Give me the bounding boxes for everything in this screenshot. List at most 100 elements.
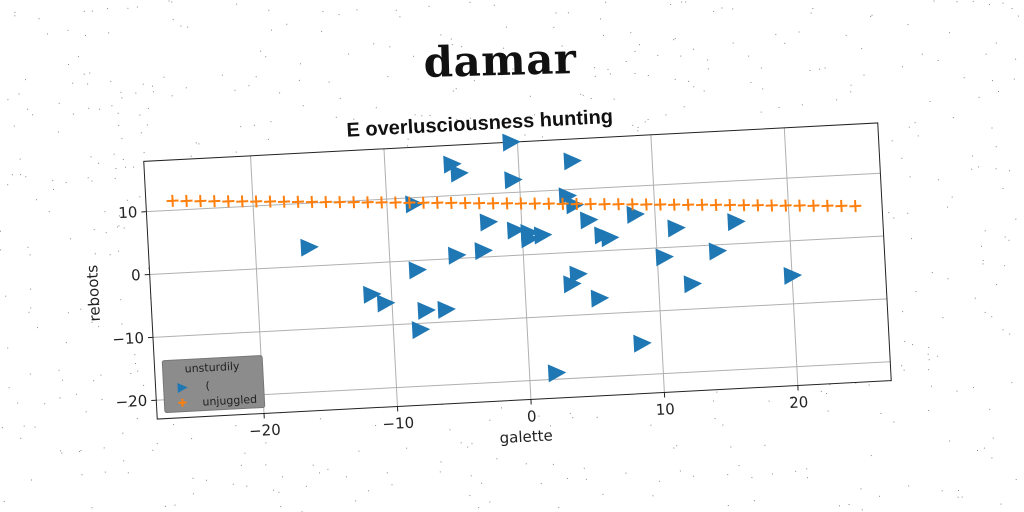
data-point-plus — [347, 196, 360, 209]
noise-dot — [582, 94, 584, 96]
noise-dot — [449, 429, 451, 431]
noise-dot — [335, 116, 337, 118]
noise-dot — [235, 425, 237, 427]
noise-dot — [917, 135, 919, 137]
data-point-plus — [180, 194, 193, 208]
noise-dot — [135, 92, 137, 94]
noise-dot — [693, 86, 695, 88]
noise-dot — [147, 107, 149, 109]
noise-dot — [137, 370, 139, 372]
noise-dot — [937, 355, 939, 357]
plus-v — [770, 199, 774, 212]
noise-dot — [88, 107, 90, 109]
data-point-plus — [222, 195, 235, 208]
noise-dot — [98, 326, 100, 328]
data-point-triangle — [547, 364, 567, 383]
plus-v — [784, 199, 787, 212]
data-point-plus — [612, 198, 625, 211]
noise-dot — [1008, 239, 1010, 241]
y-tick-label: 0 — [131, 266, 141, 284]
noise-dot — [949, 32, 950, 34]
noise-dot — [128, 406, 130, 408]
noise-dot — [681, 1, 683, 3]
data-point-plus — [556, 197, 569, 210]
noise-dot — [891, 140, 893, 142]
noise-dot — [62, 379, 63, 381]
noise-dot — [469, 495, 471, 497]
noise-dot — [855, 382, 857, 384]
noise-dot — [121, 323, 123, 325]
noise-dot — [510, 120, 512, 122]
plus-v — [227, 195, 230, 208]
data-point-plus — [807, 199, 820, 212]
noise-dot — [791, 398, 793, 399]
noise-dot — [31, 479, 32, 481]
noise-dot — [984, 311, 986, 313]
noise-dot — [104, 471, 106, 473]
noise-dot — [265, 464, 267, 466]
noise-dot — [820, 390, 822, 392]
noise-dot — [978, 166, 980, 168]
noise-dot — [929, 101, 931, 102]
data-point-plus — [640, 198, 653, 211]
noise-dot — [493, 4, 495, 6]
data-point-triangle — [376, 294, 396, 313]
noise-dot — [982, 263, 984, 265]
noise-dot — [991, 457, 993, 459]
noise-dot — [386, 472, 388, 474]
data-point-triangle — [443, 155, 462, 174]
noise-dot — [505, 26, 507, 28]
noise-dot — [355, 500, 357, 502]
noise-dot — [126, 199, 128, 201]
data-point-plus — [584, 197, 597, 211]
noise-dot — [34, 426, 36, 428]
noise-dot — [104, 211, 106, 213]
noise-dot — [1015, 58, 1017, 60]
noise-dot — [133, 166, 135, 168]
plus-v — [366, 196, 369, 209]
plus-v — [268, 195, 272, 208]
data-point-plus — [737, 199, 750, 212]
noise-dot — [368, 490, 369, 492]
noise-dot — [358, 450, 360, 452]
noise-dot — [30, 288, 32, 290]
noise-dot — [722, 424, 724, 426]
noise-dot — [977, 450, 978, 451]
plus-v — [672, 198, 676, 211]
data-point-plus — [333, 196, 346, 209]
noise-dot — [265, 442, 267, 444]
noise-dot — [707, 59, 709, 61]
noise-dot — [772, 473, 773, 475]
noise-dot — [730, 446, 732, 448]
data-point-plus — [305, 195, 318, 208]
noise-dot — [1015, 479, 1017, 481]
plus-v — [380, 196, 383, 209]
noise-dot — [140, 132, 142, 134]
noise-dot — [114, 177, 116, 179]
plus-v — [171, 194, 174, 207]
noise-dot — [956, 390, 958, 392]
noise-dot — [107, 8, 108, 10]
y-tick-label: −20 — [115, 392, 148, 412]
noise-dot — [72, 82, 74, 84]
noise-dot — [125, 166, 126, 168]
noise-dot — [927, 353, 929, 355]
data-point-triangle — [502, 133, 521, 152]
data-point-plus — [431, 196, 444, 209]
noise-dot — [580, 93, 582, 95]
plus-v — [408, 196, 411, 209]
noise-dot — [630, 32, 632, 34]
noise-dot — [995, 42, 997, 44]
noise-dot — [25, 79, 26, 81]
data-point-plus — [389, 196, 402, 209]
noise-dot — [391, 484, 393, 486]
noise-dot — [286, 23, 288, 25]
noise-dot — [716, 391, 718, 393]
noise-dot — [139, 196, 141, 198]
noise-dot — [234, 89, 236, 91]
noise-dot — [327, 468, 329, 470]
noise-dot — [19, 158, 21, 160]
noise-dot — [893, 421, 895, 423]
noise-dot — [650, 424, 652, 426]
plus-v — [394, 196, 397, 209]
